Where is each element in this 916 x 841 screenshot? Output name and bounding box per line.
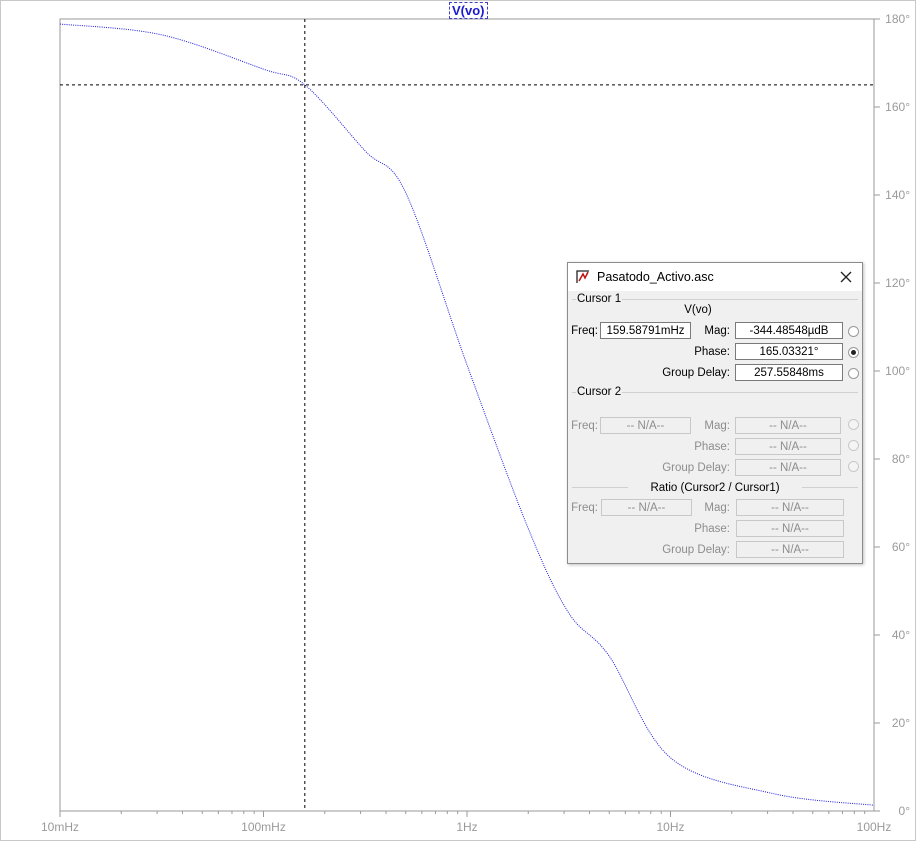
cursor1-phase-field[interactable]: 165.03321° [735, 343, 843, 360]
x-tick-label: 1Hz [456, 820, 477, 834]
dialog-title: Pasatodo_Activo.asc [597, 270, 714, 284]
ratio-group-label: Ratio (Cursor2 / Cursor1) [628, 482, 802, 494]
cursor2-mag-label: Mag: [704, 420, 730, 432]
cursor1-freq-field[interactable]: 159.58791mHz [600, 322, 691, 339]
trace-label[interactable]: V(vo) [449, 2, 488, 19]
cursor1-phase-radio[interactable] [848, 347, 859, 358]
cursor2-mag-field: -- N/A-- [735, 417, 841, 434]
cursor1-mag-field[interactable]: -344.48548µdB [735, 322, 843, 339]
y-tick-label: 140° [885, 188, 910, 202]
cursor-dialog[interactable]: Pasatodo_Activo.asc Cursor 1 V(vo) Freq:… [567, 262, 863, 564]
ratio-gd-label: Group Delay: [662, 544, 730, 556]
y-tick-label: 0° [899, 804, 911, 818]
cursor1-mag-radio[interactable] [848, 326, 859, 337]
ratio-mag-label: Mag: [704, 502, 730, 514]
y-tick-label: 100° [885, 364, 910, 378]
x-tick-label: 100Hz [857, 820, 892, 834]
cursor2-gd-field: -- N/A-- [735, 459, 841, 476]
cursor2-mag-radio [848, 419, 859, 430]
y-tick-label: 80° [892, 452, 910, 466]
cursor1-gd-field[interactable]: 257.55848ms [735, 364, 843, 381]
cursor2-gd-radio [848, 461, 859, 472]
close-icon[interactable] [836, 267, 856, 287]
ratio-freq-field: -- N/A-- [601, 499, 692, 516]
x-tick-label: 10Hz [656, 820, 684, 834]
cursor2-group-label: Cursor 2 [576, 386, 623, 398]
cursor1-trace-name: V(vo) [684, 304, 712, 316]
ratio-gd-field: -- N/A-- [736, 541, 844, 558]
cursor1-gd-radio[interactable] [848, 368, 859, 379]
group-divider [572, 299, 858, 300]
cursor2-phase-radio [848, 440, 859, 451]
ratio-phase-label: Phase: [694, 523, 730, 535]
x-tick-label: 10mHz [41, 820, 79, 834]
y-tick-label: 40° [892, 628, 910, 642]
cursor1-phase-label: Phase: [694, 346, 730, 358]
cursor2-phase-field: -- N/A-- [735, 438, 841, 455]
cursor2-freq-field: -- N/A-- [600, 417, 691, 434]
group-divider [572, 392, 858, 393]
x-tick-labels: 10mHz 100mHz 1Hz 10Hz 100Hz [41, 820, 891, 834]
ratio-freq-label: Freq: [571, 502, 598, 514]
y-tick-label: 160° [885, 100, 910, 114]
dialog-titlebar[interactable]: Pasatodo_Activo.asc [568, 263, 862, 291]
y-tick-label: 60° [892, 540, 910, 554]
ratio-mag-field: -- N/A-- [736, 499, 844, 516]
y-axis [874, 18, 880, 812]
cursor2-phase-label: Phase: [694, 441, 730, 453]
cursor1-mag-label: Mag: [704, 325, 730, 337]
y-tick-label: 20° [892, 716, 910, 730]
cursor1-gd-label: Group Delay: [662, 367, 730, 379]
cursor1-group-label: Cursor 1 [576, 293, 623, 305]
x-tick-label: 100mHz [241, 820, 286, 834]
y-tick-label: 120° [885, 276, 910, 290]
trace-line [59, 23, 875, 806]
ratio-phase-field: -- N/A-- [736, 520, 844, 537]
cursor1-freq-label: Freq: [571, 325, 598, 337]
x-axis [59, 811, 866, 817]
y-tick-label: 180° [885, 12, 910, 26]
y-tick-labels: 0° 20° 40° 60° 80° 100° 120° 140° 160° 180° [885, 12, 910, 818]
cursor2-freq-label: Freq: [571, 420, 598, 432]
cursor2-gd-label: Group Delay: [662, 462, 730, 474]
ltspice-icon [576, 270, 589, 283]
